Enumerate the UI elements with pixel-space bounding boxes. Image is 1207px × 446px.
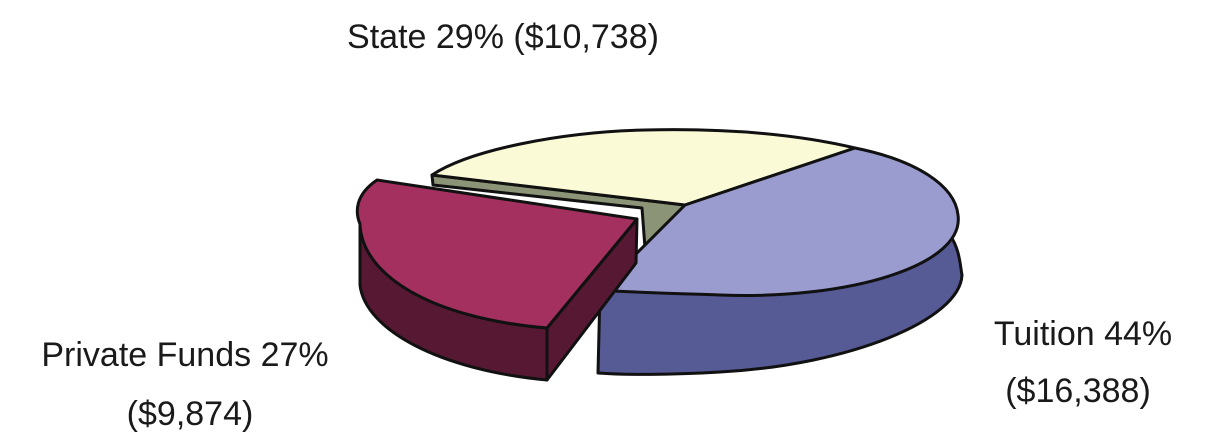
pie-slice-private-funds-top (355, 178, 639, 330)
pie-slice-private-funds (355, 178, 639, 382)
tuition-label-line1: Tuition 44% (994, 315, 1172, 353)
pie-slice-tuition-top (598, 146, 960, 297)
tuition-label-line2: ($16,388) (1005, 372, 1151, 410)
pie-slice-state-top (430, 128, 857, 207)
private-funds-label-line2: ($9,874) (127, 395, 254, 433)
private-funds-label-line1: Private Funds 27% (41, 336, 328, 374)
pie-slice-tuition (596, 146, 964, 376)
state-label: State 29% ($10,738) (347, 18, 659, 56)
pie-slice-state (430, 128, 857, 250)
